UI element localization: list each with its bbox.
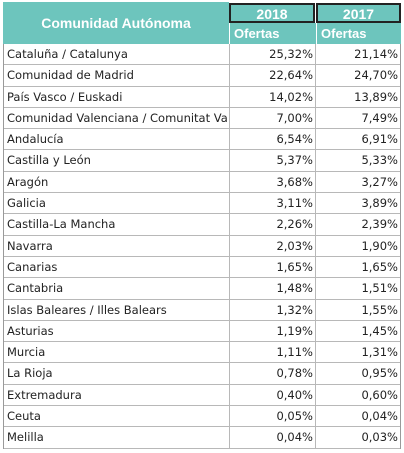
region-name: Melilla: [4, 427, 230, 448]
table-row: Comunidad Valenciana / Comunitat Va 7,00%…: [4, 107, 400, 130]
table-row: Galicia 3,11% 3,89%: [4, 193, 400, 215]
table-row: Asturias 1,19% 1,45%: [4, 320, 400, 343]
value-2017: 0,60%: [361, 387, 398, 402]
value-2017: 1,31%: [361, 345, 398, 360]
table-body: Cataluña / Catalunya 25,32% 21,14% Comunid…: [3, 44, 401, 449]
region-name: Canarias: [4, 256, 230, 278]
value-2018: 2,26%: [230, 214, 316, 235]
value-2018: 1,32%: [230, 299, 316, 320]
value-2018: 5,37%: [230, 150, 316, 171]
value-2018: 1,11%: [230, 342, 316, 363]
value-2017: 6,91%: [361, 132, 398, 147]
region-name: Comunidad de Madrid: [4, 65, 230, 86]
table-row: País Vasco / Euskadi 14,02% 13,89%: [4, 86, 400, 108]
table-row: Melilla 0,04% 0,03%: [4, 427, 400, 449]
value-2018: 1,19%: [230, 320, 316, 342]
value-2018: 1,48%: [230, 278, 316, 299]
value-2017: 1,45%: [361, 323, 398, 338]
value-2018: 0,05%: [230, 406, 316, 427]
region-name: La Rioja: [4, 363, 230, 384]
value-2017: 3,89%: [361, 196, 398, 211]
table-row: Castilla-La Mancha 2,26% 2,39%: [4, 214, 400, 236]
region-name: Cataluña / Catalunya: [4, 44, 230, 65]
value-2017: 0,03%: [361, 430, 398, 445]
region-name: Castilla-La Mancha: [4, 214, 230, 235]
table-row: La Rioja 0,78% 0,95%: [4, 363, 400, 385]
table-row: Islas Baleares / Illes Balears 1,32% 1,55%: [4, 299, 400, 321]
region-name: Cantabria: [4, 278, 230, 299]
table-row: Comunidad de Madrid 22,64% 24,70%: [4, 65, 400, 87]
header-ofertas-2017: Ofertas: [316, 23, 401, 44]
offers-table: Comunidad Autónoma 2018 2017 Ofertas Ofe…: [3, 2, 401, 449]
value-2018: 0,40%: [230, 384, 316, 406]
header-ofertas-2018: Ofertas: [229, 23, 316, 44]
table-row: Andalucía 6,54% 6,91%: [4, 129, 400, 151]
table-row: Murcia 1,11% 1,31%: [4, 342, 400, 364]
table-row: Cantabria 1,48% 1,51%: [4, 278, 400, 300]
header-year-2018: 2018: [229, 3, 315, 23]
value-2018: 3,68%: [230, 171, 316, 193]
value-2017: 24,70%: [354, 68, 398, 83]
table-row: Extremadura 0,40% 0,60%: [4, 384, 400, 407]
region-name: País Vasco / Euskadi: [4, 86, 230, 107]
region-name: Murcia: [4, 342, 230, 363]
value-2017: 0,04%: [361, 409, 398, 424]
value-2018: 1,65%: [230, 256, 316, 278]
value-2017: 1,55%: [361, 302, 398, 317]
region-name: Galicia: [4, 193, 230, 214]
region-name: Andalucía: [4, 129, 230, 150]
value-2017: 2,39%: [361, 217, 398, 232]
value-2017: 1,65%: [361, 259, 398, 274]
table-row: Aragón 3,68% 3,27%: [4, 171, 400, 194]
header-comunidad: Comunidad Autónoma: [3, 2, 229, 44]
table-row: Cataluña / Catalunya 25,32% 21,14%: [4, 44, 400, 66]
value-2018: 2,03%: [230, 235, 316, 256]
value-2017: 3,27%: [361, 174, 398, 189]
region-name: Comunidad Valenciana / Comunitat Va: [4, 107, 230, 129]
value-2018: 0,04%: [230, 427, 316, 448]
value-2018: 14,02%: [230, 86, 316, 107]
table-row: Navarra 2,03% 1,90%: [4, 235, 400, 257]
table-header: Comunidad Autónoma 2018 2017 Ofertas Ofe…: [3, 2, 401, 44]
region-name: Navarra: [4, 235, 230, 256]
region-name: Asturias: [4, 320, 230, 342]
value-2017: 21,14%: [354, 47, 398, 61]
region-name: Aragón: [4, 171, 230, 193]
value-2017: 1,51%: [361, 281, 398, 296]
region-name: Extremadura: [4, 384, 230, 406]
region-name: Islas Baleares / Illes Balears: [4, 299, 230, 320]
value-2018: 22,64%: [230, 65, 316, 86]
value-2018: 3,11%: [230, 193, 316, 214]
value-2018: 25,32%: [230, 44, 316, 65]
value-2017: 5,33%: [361, 153, 398, 168]
value-2017: 7,49%: [361, 110, 398, 125]
value-2018: 7,00%: [230, 107, 316, 129]
header-year-2017: 2017: [316, 3, 401, 23]
table-row: Ceuta 0,05% 0,04%: [4, 406, 400, 428]
value-2018: 0,78%: [230, 363, 316, 384]
table-row: Castilla y León 5,37% 5,33%: [4, 150, 400, 172]
value-2017: 13,89%: [354, 89, 398, 104]
region-name: Ceuta: [4, 406, 230, 427]
value-2017: 1,90%: [361, 238, 398, 253]
value-2017: 0,95%: [361, 366, 398, 381]
value-2018: 6,54%: [230, 129, 316, 150]
table-row: Canarias 1,65% 1,65%: [4, 256, 400, 279]
region-name: Castilla y León: [4, 150, 230, 171]
